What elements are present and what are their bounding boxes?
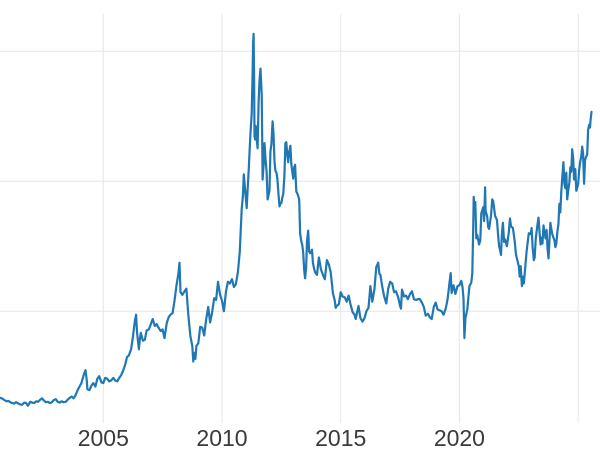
- vertical-gridlines: [102, 14, 579, 423]
- price-line: [0, 32, 593, 407]
- x-tick-label: 2005: [78, 425, 129, 450]
- x-tick-label: 2020: [434, 425, 485, 450]
- price-series-line: [0, 32, 593, 407]
- horizontal-gridlines: [0, 50, 600, 312]
- x-tick-label: 2010: [196, 425, 247, 450]
- x-axis-tick-labels: 2005 2010 2015 2020: [78, 425, 485, 450]
- x-tick-label: 2015: [315, 425, 366, 450]
